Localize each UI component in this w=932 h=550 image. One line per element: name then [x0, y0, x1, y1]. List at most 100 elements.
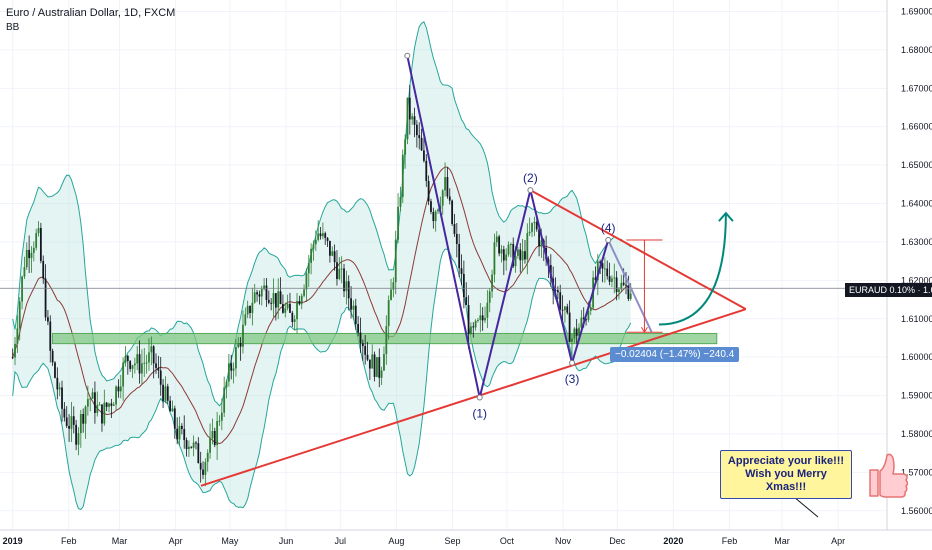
candle-body: [101, 404, 103, 424]
candle-body: [110, 403, 113, 406]
candle-body: [49, 321, 52, 351]
candle-body: [173, 408, 176, 429]
price-tick-label: 1.65000: [901, 160, 932, 170]
price-axis[interactable]: 1.56000 1.57000 1.58000 1.59000 1.60000 1.610…: [886, 0, 932, 530]
candle-body: [408, 97, 411, 120]
measure-tool: [626, 239, 663, 334]
candle-body: [124, 355, 127, 363]
candle-body: [406, 97, 409, 140]
time-axis[interactable]: 2019 Feb Mar Apr May Jun Jul Aug Sep Oct Nov Dec 202…: [0, 529, 932, 546]
candle-body: [296, 301, 298, 320]
note-line-2: Wish you Merry Xmas!!!: [745, 468, 827, 493]
candle-body: [596, 261, 599, 281]
candle-body: [319, 233, 322, 237]
candle-body: [232, 368, 235, 371]
candle-body: [204, 461, 207, 475]
candle-body: [54, 362, 56, 378]
candle-body: [587, 310, 590, 320]
candle-body: [63, 408, 66, 418]
triangle-lower-line: [200, 308, 747, 487]
candle-body: [378, 357, 381, 378]
candle-body: [589, 307, 592, 311]
projection-curve: [658, 213, 727, 326]
candle-body: [354, 305, 357, 325]
candle-body: [267, 300, 270, 303]
candle-body: [615, 277, 618, 293]
candle-body: [599, 261, 602, 264]
candle-body: [622, 282, 625, 285]
candle-body: [105, 402, 108, 407]
candle-body: [65, 417, 68, 426]
candle-body: [192, 442, 195, 448]
projection-arrowhead: [718, 211, 734, 222]
candle-body: [86, 399, 89, 407]
candle-body: [444, 177, 446, 191]
candle-body: [185, 440, 188, 450]
candle-body: [338, 268, 341, 279]
candle-body: [561, 309, 564, 311]
candle-body: [258, 294, 261, 297]
candle-body: [171, 408, 174, 412]
wave-labels: (1) (2) (3) (4): [472, 171, 615, 420]
time-tick-label: Jun: [279, 536, 294, 546]
candle-body: [284, 308, 287, 313]
candle-body: [573, 328, 576, 339]
candle-body: [143, 362, 146, 364]
price-tick-label: 1.56000: [901, 506, 932, 516]
wave-label: (2): [523, 171, 538, 185]
candle-body: [420, 137, 423, 151]
candle-body: [498, 236, 501, 254]
candle-body: [488, 291, 491, 303]
candle-body: [556, 290, 559, 293]
candle-body: [582, 317, 585, 320]
candle-body: [197, 443, 200, 464]
triangle-upper-line: [529, 189, 747, 311]
candle-body: [129, 361, 132, 369]
candle-body: [188, 446, 190, 450]
candle-body: [571, 338, 573, 342]
candle-body: [394, 239, 397, 283]
candle-body: [206, 452, 209, 462]
time-tick-label: 2019: [3, 536, 23, 546]
candle-body: [249, 305, 251, 313]
candle-body: [180, 425, 183, 430]
candle-body: [75, 424, 78, 445]
candle-body: [611, 278, 613, 282]
candle-body: [51, 350, 54, 363]
candle-body: [376, 357, 378, 377]
candle-body: [352, 305, 355, 310]
time-tick-label: Apr: [831, 536, 845, 546]
price-tick-label: 1.59000: [901, 391, 932, 401]
candle-body: [448, 196, 451, 201]
candle-body: [317, 233, 320, 240]
candle-body: [514, 255, 517, 267]
candle-body: [32, 247, 35, 253]
candle-body: [44, 278, 47, 318]
wave-point: [569, 359, 576, 366]
candle-body: [58, 387, 61, 390]
band-fill: [12, 21, 631, 510]
wave-point: [404, 52, 411, 59]
candle-body: [336, 262, 338, 279]
candle-body: [606, 268, 609, 277]
price-tick-label: 1.69000: [901, 7, 932, 17]
candle-body: [538, 229, 540, 247]
time-tick-label: Oct: [500, 536, 515, 546]
candle-body: [479, 315, 482, 320]
wave-point: [476, 394, 483, 401]
candle-body: [470, 326, 472, 335]
candle-body: [418, 135, 421, 138]
current-price-badge: EURAUD 0.10% · 1.61794: [845, 283, 932, 297]
candle-body: [361, 343, 364, 347]
candle-body: [72, 416, 75, 425]
holiday-note: Appreciate your like!!! Wish you Merry X…: [720, 450, 852, 499]
candle-body: [350, 298, 352, 310]
candle-body: [56, 377, 59, 390]
candle-body: [242, 324, 244, 347]
candle-body: [108, 403, 110, 407]
candle-body: [30, 252, 33, 259]
candle-body: [460, 268, 463, 275]
candle-body: [512, 243, 515, 267]
wave-point: [605, 237, 612, 244]
